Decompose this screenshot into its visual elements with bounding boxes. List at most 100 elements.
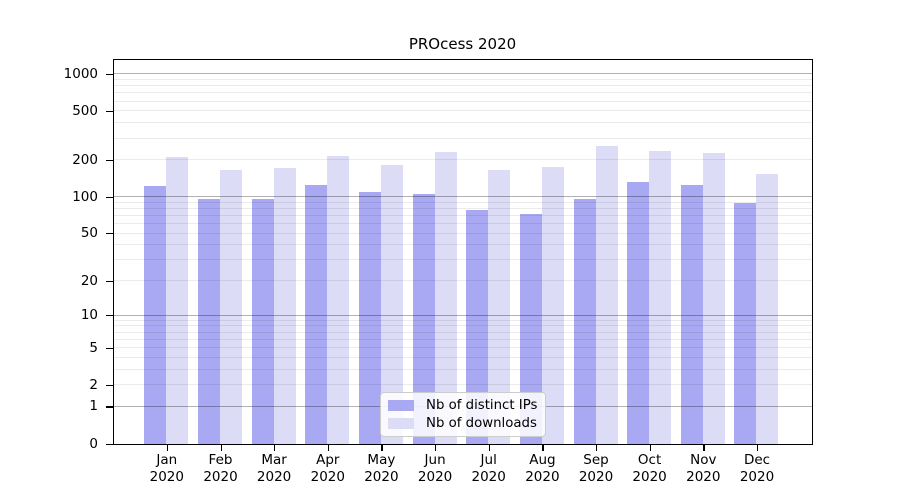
bar-downloads	[434, 152, 457, 444]
bar-downloads	[219, 170, 242, 444]
chart-title: PROcess 2020	[408, 35, 517, 53]
bar-downloads	[649, 151, 672, 444]
gridline-major	[114, 314, 812, 316]
y-tick-label: 1000	[63, 65, 98, 82]
bar-distinct-ips	[251, 198, 274, 444]
x-tick-label: Jan 2020	[149, 452, 184, 485]
x-tick	[166, 444, 169, 451]
y-tick	[106, 73, 114, 76]
x-tick-label: Jul 2020	[471, 452, 506, 485]
gridline-minor	[114, 347, 812, 349]
gridline-minor	[114, 122, 812, 124]
y-tick	[106, 233, 114, 235]
gridline-minor	[114, 319, 812, 321]
y-tick-label: 0	[89, 435, 98, 452]
x-tick	[703, 444, 705, 451]
gridline-minor	[114, 85, 812, 87]
gridline-minor	[114, 280, 812, 282]
y-tick-label: 5	[89, 339, 98, 356]
x-tick-label: Sep 2020	[578, 452, 614, 485]
bar-distinct-ips	[573, 198, 596, 444]
bar-downloads	[273, 167, 296, 444]
y-tick	[106, 196, 114, 198]
gridline-minor	[114, 325, 812, 327]
y-tick-label: 200	[72, 151, 98, 168]
y-tick	[106, 315, 114, 317]
bar-distinct-ips	[466, 209, 489, 444]
y-tick-label: 2	[89, 376, 98, 393]
bar-distinct-ips	[305, 185, 328, 444]
y-tick-label: 1	[89, 398, 98, 415]
x-tick	[274, 444, 276, 451]
x-tick	[327, 444, 330, 451]
bar-downloads	[380, 165, 403, 444]
gridline-minor	[114, 100, 812, 102]
bar-distinct-ips	[680, 184, 703, 444]
y-tick-label: 10	[80, 307, 98, 324]
x-tick	[488, 444, 490, 451]
legend-swatch-downloads	[388, 418, 414, 429]
x-tick-label: May 2020	[364, 452, 399, 485]
gridline-minor	[114, 259, 812, 261]
gridline-minor	[114, 331, 812, 333]
gridline-minor	[114, 207, 812, 209]
bar-distinct-ips	[734, 203, 757, 444]
gridline-major	[114, 73, 812, 75]
gridline-minor	[114, 384, 812, 386]
gridline-minor	[114, 159, 812, 161]
legend-item-distinct-ips: Nb of distinct IPs	[388, 398, 537, 413]
gridline-minor	[114, 356, 812, 358]
y-tick-label: 50	[80, 225, 98, 242]
legend-label-distinct-ips: Nb of distinct IPs	[426, 398, 538, 413]
gridline-minor	[114, 214, 812, 216]
gridline-minor	[114, 92, 812, 94]
x-tick	[381, 444, 383, 451]
x-tick-label: Aug 2020	[525, 452, 560, 485]
y-tick	[106, 110, 114, 113]
bar-distinct-ips	[519, 213, 542, 444]
plot-inner	[114, 60, 812, 444]
y-tick-label: 500	[72, 102, 98, 119]
bar-downloads	[595, 145, 618, 444]
bar-downloads	[756, 173, 779, 444]
x-tick	[542, 444, 544, 451]
legend: Nb of distinct IPs Nb of downloads	[380, 392, 546, 437]
plot-area	[113, 59, 813, 445]
x-tick-label: Oct 2020	[632, 452, 667, 485]
y-tick	[106, 280, 114, 282]
x-tick-label: Feb 2020	[203, 452, 238, 485]
y-tick	[106, 443, 114, 445]
gridline-minor	[114, 79, 812, 80]
y-tick	[106, 406, 114, 408]
x-tick-label: Jun 2020	[417, 452, 453, 485]
x-tick	[435, 444, 437, 451]
bar-distinct-ips	[358, 191, 381, 444]
bar-downloads	[541, 167, 564, 444]
gridline-major	[114, 196, 812, 198]
gridline-minor	[114, 368, 812, 370]
y-tick-label: 20	[80, 272, 98, 289]
x-tick-label: Apr 2020	[310, 452, 345, 485]
x-tick	[649, 444, 651, 451]
gridline-minor	[114, 244, 812, 246]
x-tick-label: Nov 2020	[686, 452, 721, 485]
x-tick-label: Dec 2020	[739, 452, 775, 485]
bar-downloads	[488, 170, 511, 444]
gridline-minor	[114, 223, 812, 224]
x-tick	[757, 444, 759, 451]
bar-distinct-ips	[144, 186, 167, 444]
x-tick	[596, 444, 598, 451]
bar-distinct-ips	[197, 199, 220, 444]
bar-downloads	[702, 153, 725, 444]
bar-downloads	[327, 155, 350, 444]
y-tick-label: 100	[72, 188, 98, 205]
gridline-minor	[114, 232, 812, 234]
bar-distinct-ips	[412, 193, 435, 444]
gridline-minor	[114, 338, 812, 340]
legend-swatch-distinct-ips	[388, 400, 414, 411]
legend-label-downloads: Nb of downloads	[426, 416, 537, 431]
x-tick	[220, 444, 222, 451]
bar-downloads	[166, 157, 189, 444]
y-tick	[106, 384, 114, 386]
